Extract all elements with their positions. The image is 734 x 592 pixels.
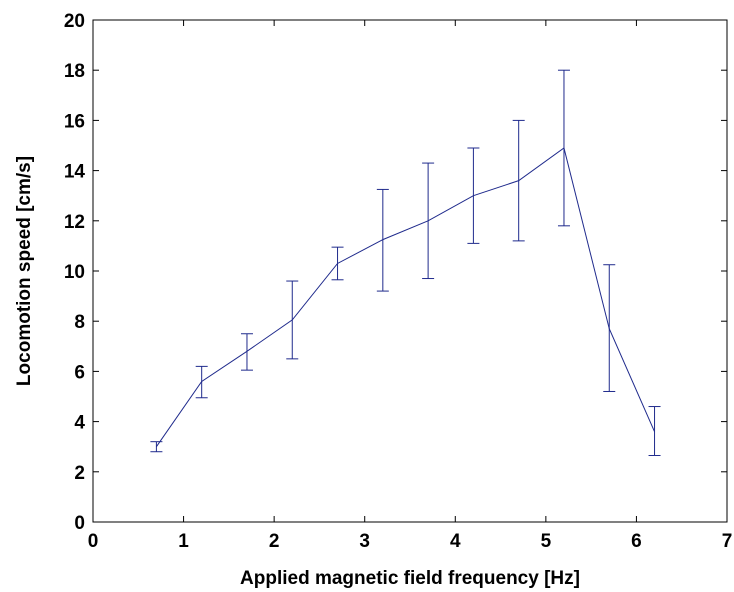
error-bar (648, 406, 661, 456)
series-layer (150, 69, 661, 456)
x-axis-label: Applied magnetic field frequency [Hz] (240, 568, 580, 589)
x-tick-label: 2 (269, 531, 280, 552)
error-bar (603, 264, 616, 392)
x-tick-label: 4 (450, 531, 461, 552)
error-bar (150, 441, 163, 453)
y-tick-label: 18 (64, 61, 85, 82)
x-tick-label: 6 (631, 531, 642, 552)
x-axis-ticks: 0 1 2 3 4 5 6 7 (88, 20, 733, 552)
x-tick-label: 5 (541, 531, 552, 552)
y-tick-label: 10 (64, 262, 85, 283)
y-tick-label: 6 (74, 362, 85, 383)
error-bar (376, 188, 389, 292)
x-tick-label: 3 (359, 531, 370, 552)
y-tick-label: 8 (74, 312, 85, 333)
y-tick-label: 16 (64, 111, 85, 132)
y-tick-label: 12 (64, 212, 85, 233)
series-line (155, 147, 655, 447)
x-tick-label: 0 (88, 531, 99, 552)
x-tick-label: 7 (722, 531, 733, 552)
y-axis-ticks: 0 2 4 6 8 10 12 14 16 18 20 (64, 11, 727, 534)
y-tick-label: 2 (74, 463, 85, 484)
error-bar (240, 333, 253, 371)
y-tick-label: 14 (64, 162, 86, 183)
y-tick-label: 0 (74, 513, 85, 534)
error-bar (195, 365, 208, 399)
error-bar (557, 69, 570, 227)
error-bar (512, 119, 525, 242)
x-tick-label: 1 (178, 531, 189, 552)
error-bar (467, 147, 480, 244)
y-tick-label: 4 (74, 413, 85, 434)
y-axis-label: Locomotion speed [cm/s] (14, 156, 35, 386)
error-bar (422, 162, 435, 280)
y-tick-label: 20 (64, 11, 85, 32)
error-bar (286, 280, 299, 360)
error-bar (331, 246, 344, 281)
